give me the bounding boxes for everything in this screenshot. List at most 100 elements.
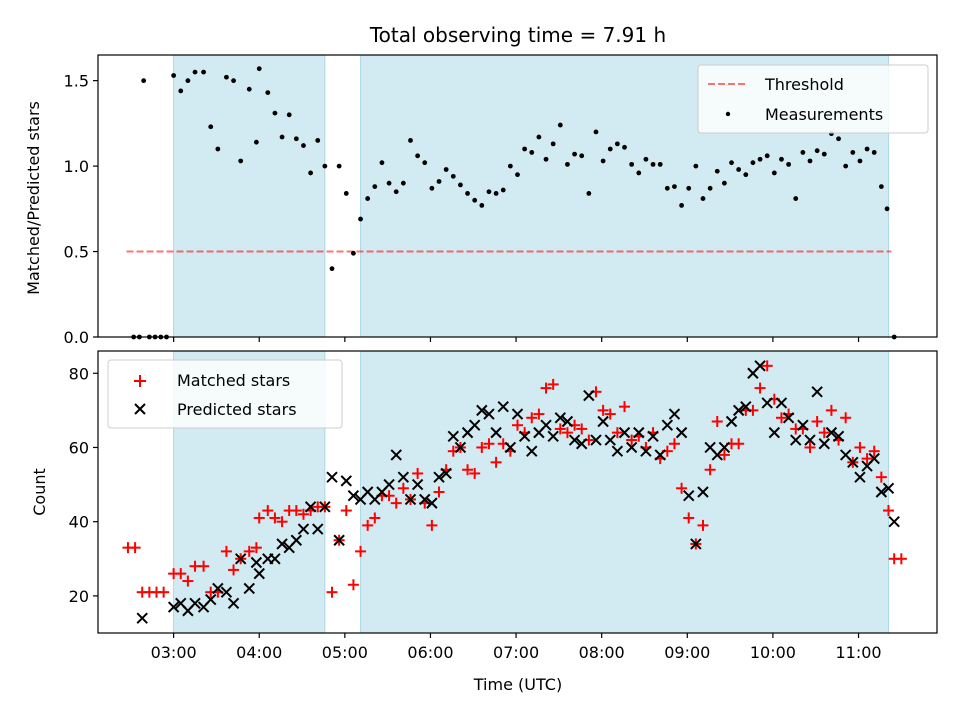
measurement-point [657, 161, 663, 167]
measurement-point [565, 161, 570, 167]
predicted-star-point [212, 582, 224, 595]
measurement-point [238, 158, 244, 164]
matched-star-point [561, 427, 573, 439]
predicted-star-point [618, 426, 631, 439]
measurement-point [786, 161, 792, 167]
matched-star-point [526, 412, 538, 424]
measurement-point [764, 153, 770, 159]
measurement-point [843, 163, 849, 169]
predicted-star-point [882, 482, 895, 494]
measurement-point [629, 161, 635, 167]
bottom-ytick-label: 40 [69, 513, 89, 532]
predicted-star-point [227, 597, 240, 610]
legend-predicted-label: Predicted stars [177, 400, 297, 419]
measurement-point [272, 110, 278, 116]
predicted-star-point [433, 471, 445, 483]
measurement-point [208, 124, 214, 130]
bottom-xtick-label: 06:00 [407, 643, 453, 662]
matched-star-point [253, 512, 265, 524]
matched-star-point [604, 408, 616, 420]
predicted-star-point [454, 441, 467, 454]
legend-threshold-label: Threshold [764, 75, 844, 94]
predicted-star-point [875, 486, 888, 498]
measurement-point [215, 146, 221, 152]
top-shaded-intervals [173, 54, 889, 338]
predicted-star-point [782, 412, 795, 424]
measurement-point [836, 136, 841, 142]
predicted-star-point [804, 434, 816, 446]
measurement-point [550, 141, 556, 147]
predicted-star-point [561, 415, 574, 428]
predicted-star-point [297, 523, 310, 535]
predicted-star-point [440, 467, 452, 480]
measurement-point [358, 216, 363, 222]
measurement-point [650, 161, 656, 167]
matched-star-point [804, 441, 816, 453]
matched-star-point [754, 382, 766, 394]
predicted-star-point [497, 400, 509, 413]
measurement-point [224, 74, 229, 80]
measurement-point [279, 134, 285, 140]
matched-star-point [547, 378, 559, 390]
measurement-point [622, 144, 627, 150]
measurement-point [322, 163, 328, 169]
legend-measurement-label: Measurements [765, 105, 883, 124]
measurement-point [286, 112, 292, 118]
measurement-point [536, 134, 542, 140]
matched-star-point [369, 512, 381, 524]
count-points [122, 360, 907, 624]
measurement-point [171, 73, 177, 78]
matched-star-point [733, 438, 745, 450]
measurement-point [607, 146, 613, 152]
predicted-star-point [732, 404, 745, 417]
chart-title: Total observing time = 7.91 h [369, 23, 666, 47]
measurement-point [579, 153, 585, 159]
measurement-point [379, 160, 385, 166]
measurement-point [800, 150, 806, 155]
measurement-point [586, 191, 592, 196]
predicted-star-point [304, 501, 317, 513]
bottom-xtick-label: 07:00 [493, 643, 539, 662]
measurement-point [472, 197, 478, 203]
predicted-star-point [326, 471, 338, 483]
predicted-star-point [189, 597, 201, 610]
bottom-xtick-label: 10:00 [750, 643, 796, 662]
top-axes: 0.0 0.5 1.0 1.5 [64, 54, 938, 347]
measurement-point [693, 163, 699, 169]
matched-star-point [340, 505, 352, 517]
matched-star-point [676, 482, 688, 494]
matched-star-point [476, 441, 488, 453]
predicted-star-point [554, 412, 567, 424]
matched-star-point [554, 423, 566, 435]
measurement-point [386, 180, 392, 186]
predicted-star-point [888, 515, 900, 528]
matched-star-point [182, 575, 194, 587]
predicted-star-point [290, 534, 303, 546]
measurement-point [436, 179, 442, 184]
measurement-point [729, 160, 734, 166]
matched-star-point [540, 382, 552, 394]
bottom-ylabel: Count [30, 468, 49, 516]
predicted-star-point [276, 538, 288, 550]
predicted-star-point [697, 486, 709, 498]
matched-star-point [895, 553, 907, 565]
measurement-point [253, 139, 259, 145]
predicted-star-point [447, 430, 459, 443]
predicted-star-point [419, 493, 431, 506]
matched-star-point [483, 438, 495, 450]
matched-star-point [347, 579, 359, 591]
predicted-star-point [797, 419, 809, 431]
matched-star-point [861, 453, 873, 465]
matched-star-point [269, 512, 281, 524]
legend-predicted-swatch [134, 403, 146, 415]
matched-star-point [390, 497, 402, 509]
matched-star-point [576, 423, 588, 435]
predicted-star-point [253, 567, 265, 580]
predicted-star-point [568, 434, 581, 446]
predicted-star-point [390, 449, 402, 461]
top-panel: 0.0 0.5 1.0 1.5 Threshold Measurements [64, 54, 938, 347]
measurement-point [529, 150, 535, 155]
legend-matched-swatch [134, 375, 146, 387]
predicted-star-point [775, 397, 788, 409]
